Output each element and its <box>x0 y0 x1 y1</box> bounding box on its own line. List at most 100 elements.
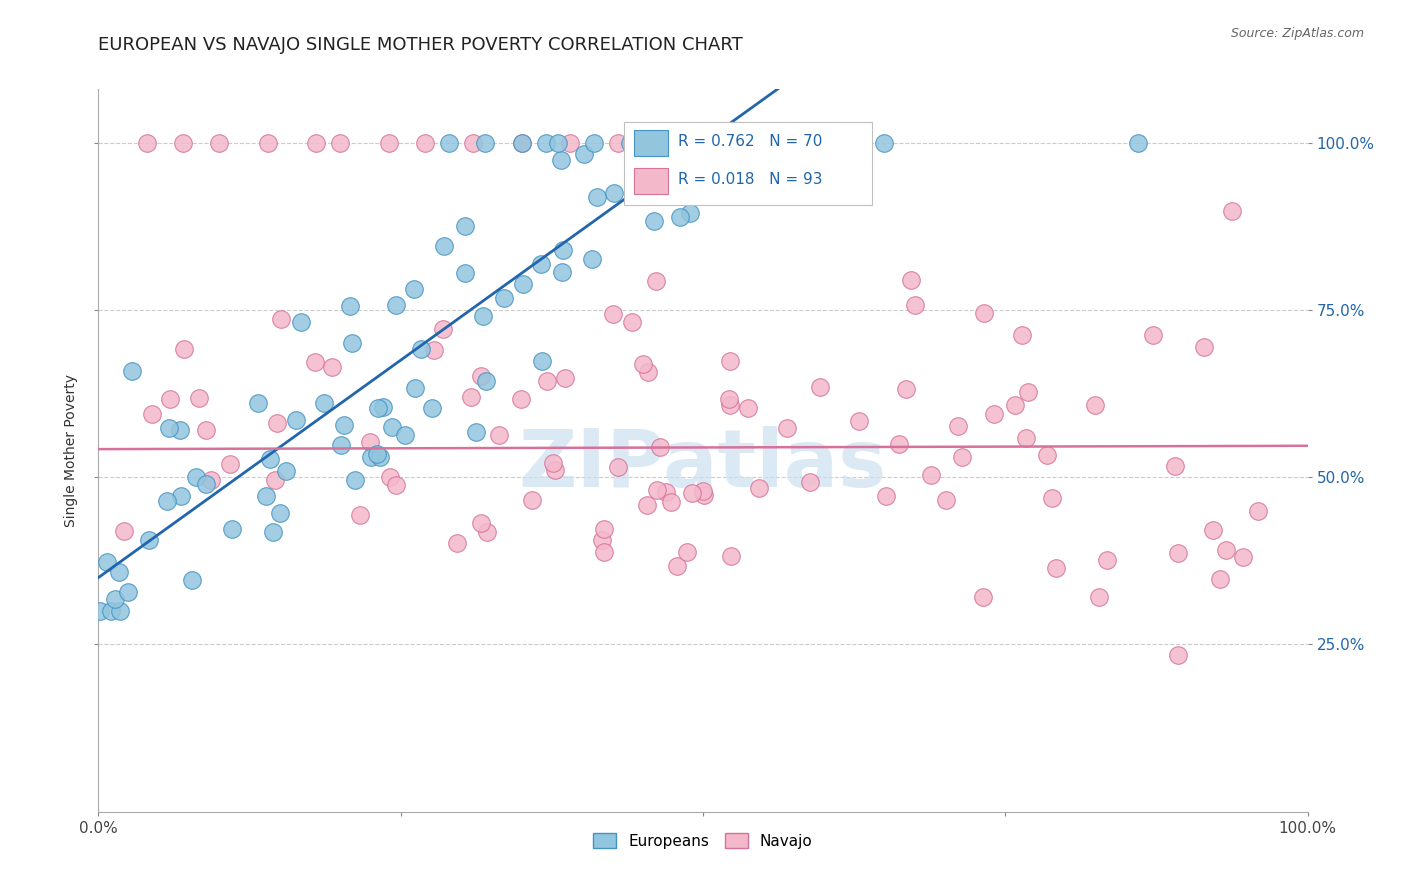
Point <box>138 533 160 547</box>
Point <box>367 401 389 416</box>
Point <box>510 136 533 150</box>
Point <box>474 136 496 150</box>
Point <box>547 136 569 150</box>
Point <box>463 136 485 150</box>
Point <box>679 205 702 219</box>
Text: EUROPEAN VS NAVAJO SINGLE MOTHER POVERTY CORRELATION CHART: EUROPEAN VS NAVAJO SINGLE MOTHER POVERTY… <box>98 36 744 54</box>
Point <box>433 239 456 253</box>
Point <box>170 489 193 503</box>
Point <box>100 604 122 618</box>
Point <box>900 273 922 287</box>
Point <box>1164 458 1187 473</box>
Point <box>377 136 399 150</box>
Point <box>266 416 288 430</box>
Point <box>894 382 917 396</box>
Point <box>558 136 581 150</box>
Point <box>554 371 576 385</box>
Point <box>1088 591 1111 605</box>
Point <box>1045 561 1067 575</box>
Point <box>510 136 533 150</box>
Point <box>200 473 222 487</box>
Point <box>659 495 682 509</box>
Point <box>583 136 606 150</box>
Point <box>256 136 278 150</box>
Point <box>935 493 957 508</box>
Point <box>675 545 697 559</box>
Point <box>983 407 1005 421</box>
Point <box>360 450 382 464</box>
Point <box>693 488 716 502</box>
Point <box>1208 572 1230 586</box>
Point <box>1011 328 1033 343</box>
Point <box>108 604 131 618</box>
Point <box>1084 398 1107 412</box>
Point <box>305 136 328 150</box>
Point <box>1017 385 1039 400</box>
Text: Source: ZipAtlas.com: Source: ZipAtlas.com <box>1230 27 1364 40</box>
Point <box>1097 553 1119 567</box>
Point <box>973 305 995 319</box>
Point <box>889 437 911 451</box>
Point <box>1215 542 1237 557</box>
Point <box>274 464 297 478</box>
Point <box>692 484 714 499</box>
Point <box>381 420 404 434</box>
Point <box>1040 491 1063 505</box>
Point <box>655 136 678 150</box>
Point <box>636 499 658 513</box>
Point <box>402 282 425 296</box>
Point <box>645 483 668 497</box>
Point <box>349 508 371 522</box>
Point <box>314 396 336 410</box>
Point <box>465 425 488 439</box>
Point <box>259 452 281 467</box>
Point <box>536 374 558 388</box>
Point <box>607 136 630 150</box>
Point <box>359 434 381 449</box>
Point <box>218 458 240 472</box>
Point <box>263 525 285 540</box>
Point <box>799 475 821 489</box>
Point <box>920 468 942 483</box>
Point <box>221 522 243 536</box>
Point <box>188 391 211 405</box>
Y-axis label: Single Mother Poverty: Single Mother Poverty <box>65 374 79 527</box>
Text: R = 0.018   N = 93: R = 0.018 N = 93 <box>678 172 823 187</box>
Point <box>718 353 741 368</box>
Point <box>1167 648 1189 663</box>
Point <box>156 494 179 508</box>
Point <box>631 358 654 372</box>
Point <box>1247 504 1270 518</box>
Point <box>385 298 408 312</box>
Point <box>333 417 356 432</box>
Point <box>107 565 129 579</box>
Point <box>195 423 218 437</box>
Point <box>378 470 401 484</box>
Point <box>946 419 969 434</box>
FancyBboxPatch shape <box>634 130 668 156</box>
Point <box>475 525 498 540</box>
Point <box>453 219 475 234</box>
Point <box>329 136 352 150</box>
Point <box>530 353 553 368</box>
Point <box>394 427 416 442</box>
Point <box>593 545 616 559</box>
Point <box>194 477 217 491</box>
Point <box>776 421 799 435</box>
Point <box>602 307 624 321</box>
Point <box>343 473 366 487</box>
Point <box>368 450 391 465</box>
Point <box>254 489 277 503</box>
Point <box>510 392 533 406</box>
Point <box>169 423 191 437</box>
Point <box>1232 549 1254 564</box>
Point <box>1192 340 1215 354</box>
Point <box>574 147 596 161</box>
Point <box>631 176 654 190</box>
Point <box>1142 328 1164 343</box>
Point <box>208 136 231 150</box>
Point <box>593 522 616 536</box>
Point <box>159 392 181 406</box>
Point <box>269 507 291 521</box>
Point <box>1128 136 1150 150</box>
